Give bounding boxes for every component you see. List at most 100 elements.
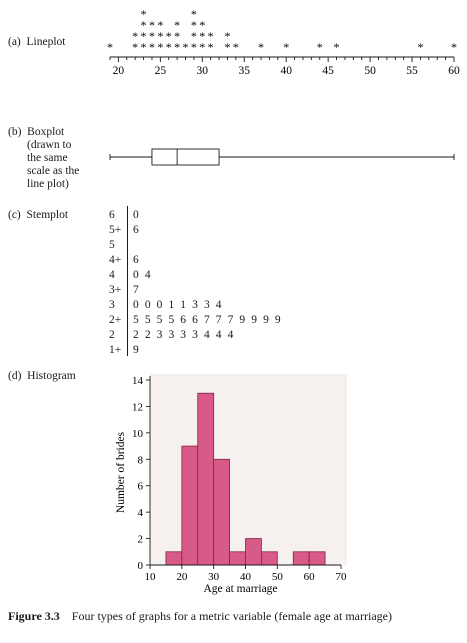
lineplot-star-25-3: * [157,18,163,32]
histogram-x-tick-label-60: 60 [304,571,316,583]
histogram-bar-30-35 [213,458,230,566]
histogram-x-tick-label-30: 30 [208,571,220,583]
lineplot-star-27-2: * [174,29,180,43]
stemplot-leaves-2 [133,238,282,253]
histogram-x-tick-label-40: 40 [240,571,252,583]
lineplot-chart: * ****************** ************ * * * * * *20 2… [107,7,460,77]
histogram-bar-35-40 [229,551,246,566]
lineplot-tick-label-25: 25 [155,65,167,77]
histogram-y-tick-label-14: 14 [132,375,144,387]
histogram-y-tick-label-10: 10 [132,428,144,440]
stemplot-stem-3: 4+ [109,254,122,266]
lineplot-star-24-1: * [149,40,155,54]
stemplot-leaves-5: 7 [133,284,141,296]
lineplot-star-37-1: * [258,40,264,54]
stemplot-stem-1: 5+ [109,224,122,236]
stemplot-stem-4: 4 [109,269,115,281]
lineplot-tick-label-60: 60 [448,65,460,77]
lineplot-star-26-2: * [166,29,172,43]
boxplot-chart [109,148,455,166]
stemplot-leaves-8: 2 2 3 3 3 3 4 4 4 [133,329,235,341]
boxplot-box [151,148,220,166]
lineplot-tick-label-30: 30 [197,65,209,77]
histogram-y-axis-label: Number of brides [115,431,127,513]
boxplot-label: (b) Boxplot (drawn to the same scale as … [8,126,93,191]
lineplot-star-31-2: * [208,29,214,43]
lineplot-star-24-2: * [149,29,155,43]
histogram-chart: 0 2 4 6 8 10 12 14 10 20 30 40 50 60 70 Age at marriage… [115,374,348,595]
histogram-bar-60-65 [308,551,326,566]
stemplot-stem-0: 6 [109,209,115,221]
lineplot-star-24-3: * [149,18,155,32]
histogram-y-tick-label-4: 4 [138,507,144,519]
stemplot-stems: 6 5+ 5 4+ 4 3+ 3 2+ 2 1+ [109,208,121,358]
histogram-bar-20-25 [181,445,199,566]
lineplot-star-29-3: * [191,18,197,32]
lineplot-star-22-1: * [132,40,138,54]
boxplot-label-line-1: (b) Boxplot [8,126,65,138]
lineplot-star-46-1: * [334,40,340,54]
lineplot-star-33-2: * [224,29,230,43]
boxplot-label-line-2: (drawn to [27,139,72,151]
lineplot-star-44-1: * [317,40,323,54]
boxplot-label-line-5: line plot) [27,178,69,190]
histogram-bar-15-20 [165,551,183,566]
histogram-x-tick-label-10: 10 [145,571,157,583]
histogram-y-tick-label-2: 2 [138,534,144,546]
boxplot-label-line-3: the same [27,152,68,164]
lineplot-tick-label-55: 55 [406,65,418,77]
stemplot-leaves-9: 9 [133,344,141,356]
stemplot-label: (c) Stemplot [8,209,69,221]
stemplot-leaves-7: 5 5 5 5 6 6 7 7 7 9 9 9 9 [133,314,283,326]
histogram-y-tick-label-0: 0 [138,560,144,572]
lineplot-star-23-4: * [141,7,147,21]
stemplot-stem-7: 2+ [109,314,122,326]
lineplot-star-30-3: * [199,18,205,32]
lineplot-label: (a) Lineplot [8,36,66,48]
lineplot-star-19-1: * [107,40,113,54]
lineplot-star-27-1: * [174,40,180,54]
lineplot-star-30-2: * [199,29,205,43]
histogram-y-tick-label-6: 6 [138,481,144,493]
lineplot-tick-label-50: 50 [364,65,376,77]
stemplot-stem-6: 3 [109,299,115,311]
histogram-x-tick-label-20: 20 [176,571,188,583]
lineplot-star-23-1: * [141,40,147,54]
lineplot-star-40-1: * [283,40,289,54]
lineplot-star-29-1: * [191,40,197,54]
stemplot-stem-8: 2 [109,329,115,341]
stemplot-leaves: 0 6 6 0 4 7 0 0 0 1 1 3 3 4 5 5 5 5 6 6 7 7 7 … [133,208,282,358]
stemplot-stem-5: 3+ [109,284,122,296]
stemplot-leaves-6: 0 0 0 1 1 3 3 4 [133,299,224,311]
lineplot-star-29-2: * [191,29,197,43]
histogram-y-tick-label-8: 8 [138,454,144,466]
lineplot-star-56-1: * [417,40,423,54]
lineplot-star-30-1: * [199,40,205,54]
lineplot-star-31-1: * [208,40,214,54]
stemplot-leaves-0: 0 [133,209,141,221]
stemplot-leaves-1: 6 [133,224,141,236]
lineplot-star-25-2: * [157,29,163,43]
histogram-x-tick-label-50: 50 [272,571,284,583]
stemplot-stem-2: 5 [109,239,115,251]
boxplot-label-line-4: scale as the [27,165,80,177]
lineplot-star-28-1: * [183,40,189,54]
caption-text: Four types of graphs for a metric variab… [71,609,392,623]
lineplot-star-25-1: * [157,40,163,54]
histogram-x-tick-label-70: 70 [336,571,348,583]
lineplot-star-27-3: * [174,18,180,32]
lineplot-tick-label-45: 45 [322,65,334,77]
lineplot-star-23-3: * [141,18,147,32]
caption-figure-label: Figure 3.3 [8,609,60,623]
figure-caption: Figure 3.3 Four types of graphs for a me… [8,609,458,624]
histogram-label: (d) Histogram [8,370,76,382]
lineplot-tick-label-20: 20 [113,65,125,77]
histogram-bar-40-45 [245,538,262,566]
stemplot-stem-9: 1+ [109,344,122,356]
lineplot-star-34-1: * [233,40,239,54]
lineplot-tick-label-35: 35 [238,65,250,77]
stemplot-divider [127,206,128,356]
histogram-bar-25-30 [197,392,215,566]
stemplot-leaves-4: 0 4 [133,269,153,281]
